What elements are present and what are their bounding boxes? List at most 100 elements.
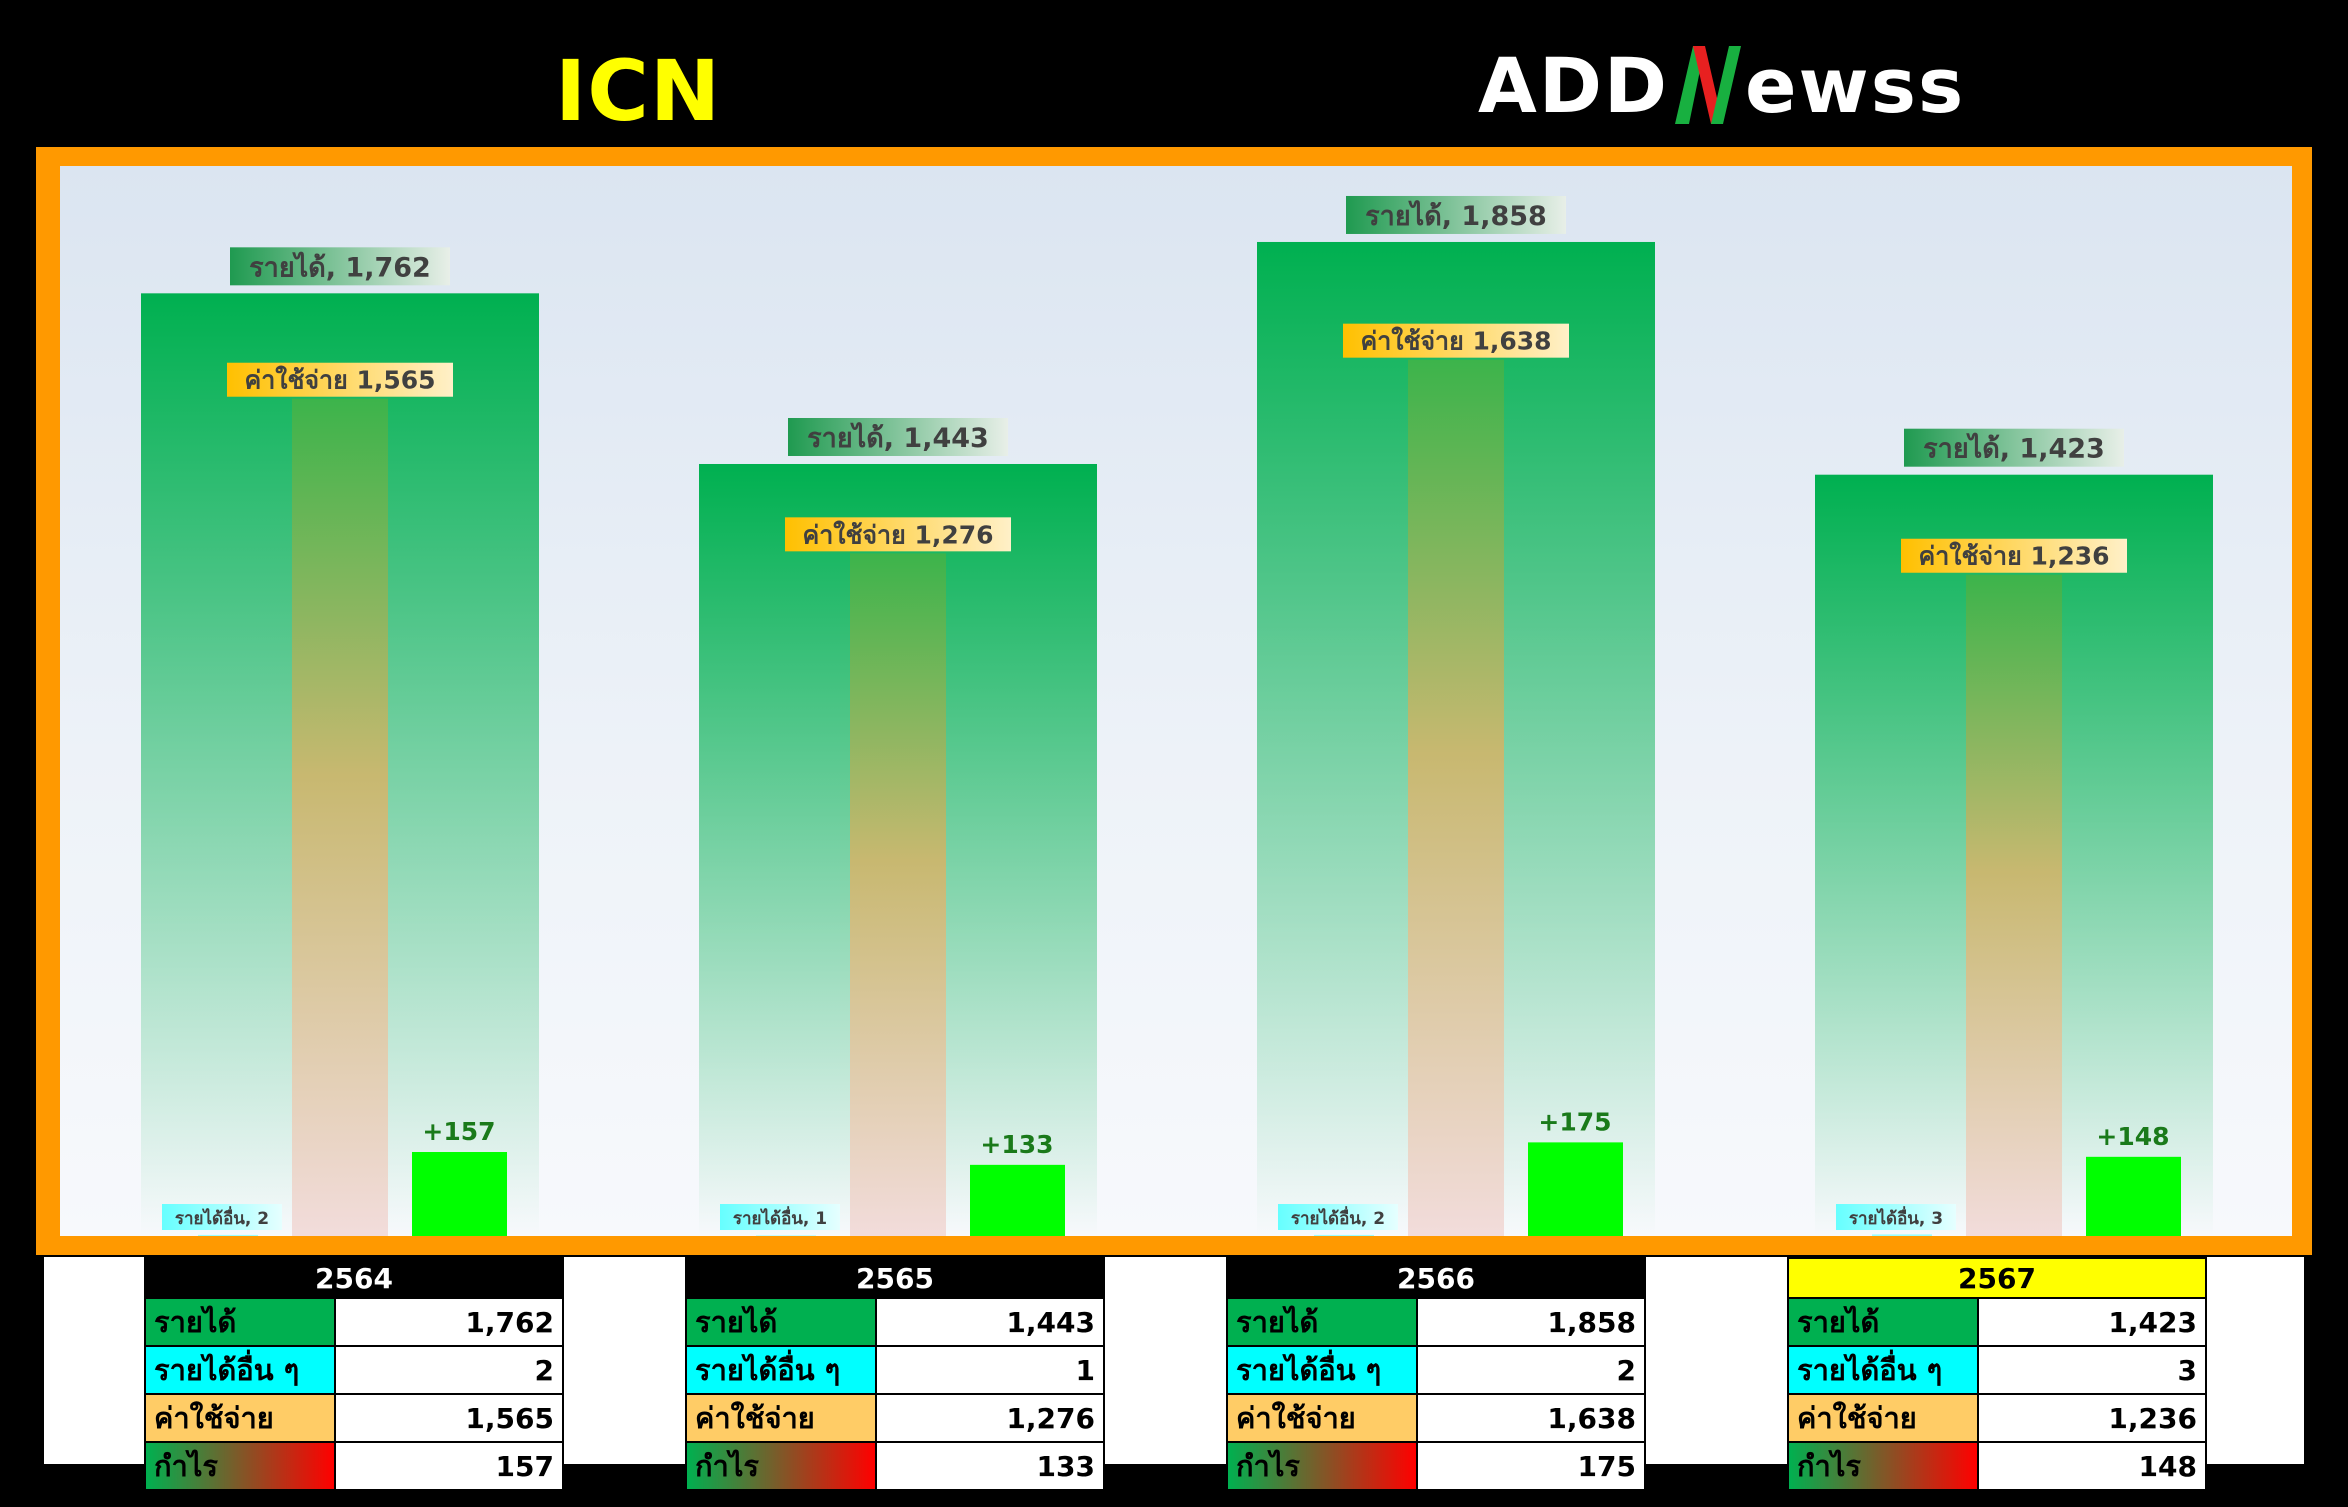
brand-logo-right: ewss — [1745, 40, 1966, 130]
data-label-profit-2564: +157 — [422, 1117, 495, 1146]
data-label-other-income-2565: รายได้อื่น, 1 — [733, 1206, 827, 1229]
data-label-revenue-2565: รายได้, 1,443 — [807, 422, 989, 454]
table-row-value: 1,638 — [1416, 1393, 1646, 1443]
table-row-label: ค่าใช้จ่าย — [685, 1393, 877, 1443]
data-label-other-income-2566: รายได้อื่น, 2 — [1291, 1206, 1385, 1229]
table-row-value: 133 — [875, 1441, 1105, 1491]
label-bg-other-income-2567 — [1836, 1204, 1956, 1230]
table-year-header: 2565 — [685, 1257, 1105, 1299]
data-label-profit-2567: +148 — [2096, 1122, 2169, 1151]
label-bg-expense-2567 — [1901, 538, 2127, 573]
data-label-profit-2566: +175 — [1538, 1107, 1611, 1136]
table-row-label: รายได้ — [685, 1297, 877, 1347]
table-year-header: 2567 — [1787, 1257, 2207, 1299]
data-label-revenue-2566: รายได้, 1,858 — [1365, 200, 1547, 232]
bar-profit-2567 — [2086, 1156, 2181, 1236]
table-row-label: รายได้อื่น ๆ — [1787, 1345, 1979, 1395]
table-row: ค่าใช้จ่าย 1,565 — [144, 1393, 564, 1443]
chart-plot-area: รายได้, 1,762 ค่าใช้จ่าย 1,565 รายได้อื่น,… — [60, 166, 2292, 1236]
bar-profit-2564 — [412, 1152, 507, 1236]
bar-other-income-2564 — [198, 1234, 258, 1236]
label-bg-revenue-2565 — [788, 417, 1008, 456]
label-bg-other-income-2566 — [1278, 1204, 1398, 1230]
table-row: กำไร 175 — [1226, 1441, 1646, 1491]
label-bg-expense-2564 — [227, 362, 453, 397]
bar-expense-2565 — [850, 553, 946, 1236]
table-row-label: รายได้ — [1226, 1297, 1418, 1347]
table-row: รายได้ 1,443 — [685, 1297, 1105, 1347]
bar-profit-2566 — [1528, 1142, 1623, 1236]
brand-logo: ADD ewss — [1478, 40, 1965, 130]
label-bg-revenue-2564 — [230, 247, 450, 286]
summary-table-2567: 2567 รายได้ 1,423 รายได้อื่น ๆ 3 ค่าใช้จ่าย 1,… — [1787, 1257, 2207, 1491]
table-row-label: รายได้อื่น ๆ — [1226, 1345, 1418, 1395]
table-year-header: 2564 — [144, 1257, 564, 1299]
ticker-title: ICN — [555, 42, 722, 140]
table-year-header: 2566 — [1226, 1257, 1646, 1299]
table-row: กำไร 157 — [144, 1441, 564, 1491]
data-label-revenue-2564: รายได้, 1,762 — [249, 251, 431, 283]
data-label-profit-2565: +133 — [980, 1130, 1053, 1159]
table-row: ค่าใช้จ่าย 1,236 — [1787, 1393, 2207, 1443]
table-row: ค่าใช้จ่าย 1,276 — [685, 1393, 1105, 1443]
bar-chart: รายได้, 1,762 ค่าใช้จ่าย 1,565 รายได้อื่น,… — [141, 195, 2213, 1236]
table-row-label: ค่าใช้จ่าย — [1787, 1393, 1979, 1443]
table-row-label: รายได้อื่น ๆ — [144, 1345, 336, 1395]
bar-profit-2565 — [970, 1164, 1065, 1236]
summary-table-2565: 2565 รายได้ 1,443 รายได้อื่น ๆ 1 ค่าใช้จ่าย 1,… — [685, 1257, 1105, 1491]
table-row: รายได้ 1,423 — [1787, 1297, 2207, 1347]
table-row: กำไร 148 — [1787, 1441, 2207, 1491]
table-row-label: กำไร — [685, 1441, 877, 1491]
data-label-expense-2566: ค่าใช้จ่าย 1,638 — [1360, 326, 1551, 356]
table-row: รายได้ 1,858 — [1226, 1297, 1646, 1347]
table-row-value: 175 — [1416, 1441, 1646, 1491]
table-row-value: 2 — [1416, 1345, 1646, 1395]
bar-expense-2564 — [292, 398, 388, 1236]
data-label-other-income-2567: รายได้อื่น, 3 — [1849, 1206, 1943, 1229]
label-bg-other-income-2564 — [162, 1204, 282, 1230]
bar-other-income-2565 — [756, 1235, 816, 1236]
table-row-label: กำไร — [144, 1441, 336, 1491]
data-label-expense-2564: ค่าใช้จ่าย 1,565 — [244, 365, 435, 395]
data-label-other-income-2564: รายได้อื่น, 2 — [175, 1206, 269, 1229]
table-row-value: 1,443 — [875, 1297, 1105, 1347]
table-row-value: 2 — [334, 1345, 564, 1395]
table-row-value: 1,858 — [1416, 1297, 1646, 1347]
data-label-expense-2565: ค่าใช้จ่าย 1,276 — [802, 519, 993, 549]
table-row: กำไร 133 — [685, 1441, 1105, 1491]
table-row-label: รายได้อื่น ๆ — [685, 1345, 877, 1395]
table-row-value: 3 — [1977, 1345, 2207, 1395]
table-row-label: รายได้ — [144, 1297, 336, 1347]
table-row-value: 1,565 — [334, 1393, 564, 1443]
table-row-label: รายได้ — [1787, 1297, 1979, 1347]
table-row-value: 157 — [334, 1441, 564, 1491]
bar-other-income-2566 — [1314, 1234, 1374, 1236]
data-label-revenue-2567: รายได้, 1,423 — [1923, 433, 2105, 465]
brand-logo-left: ADD — [1478, 40, 1669, 130]
table-row-value: 1,236 — [1977, 1393, 2207, 1443]
table-row-value: 1,276 — [875, 1393, 1105, 1443]
table-row-label: ค่าใช้จ่าย — [144, 1393, 336, 1443]
bar-expense-2566 — [1408, 359, 1504, 1236]
label-bg-expense-2565 — [785, 517, 1011, 552]
table-row-label: กำไร — [1226, 1441, 1418, 1491]
table-row-value: 1,423 — [1977, 1297, 2207, 1347]
table-row-value: 1 — [875, 1345, 1105, 1395]
bar-other-income-2567 — [1872, 1234, 1932, 1236]
label-bg-revenue-2566 — [1346, 195, 1566, 234]
brand-logo-n-icon — [1671, 40, 1743, 130]
summary-table-2566: 2566 รายได้ 1,858 รายได้อื่น ๆ 2 ค่าใช้จ่าย 1,… — [1226, 1257, 1646, 1491]
table-row: รายได้ 1,762 — [144, 1297, 564, 1347]
label-bg-other-income-2565 — [720, 1204, 840, 1230]
table-row-label: ค่าใช้จ่าย — [1226, 1393, 1418, 1443]
table-row-value: 148 — [1977, 1441, 2207, 1491]
table-row: ค่าใช้จ่าย 1,638 — [1226, 1393, 1646, 1443]
bar-expense-2567 — [1966, 574, 2062, 1236]
table-row-label: กำไร — [1787, 1441, 1979, 1491]
table-row-value: 1,762 — [334, 1297, 564, 1347]
data-label-expense-2567: ค่าใช้จ่าย 1,236 — [1918, 541, 2109, 571]
